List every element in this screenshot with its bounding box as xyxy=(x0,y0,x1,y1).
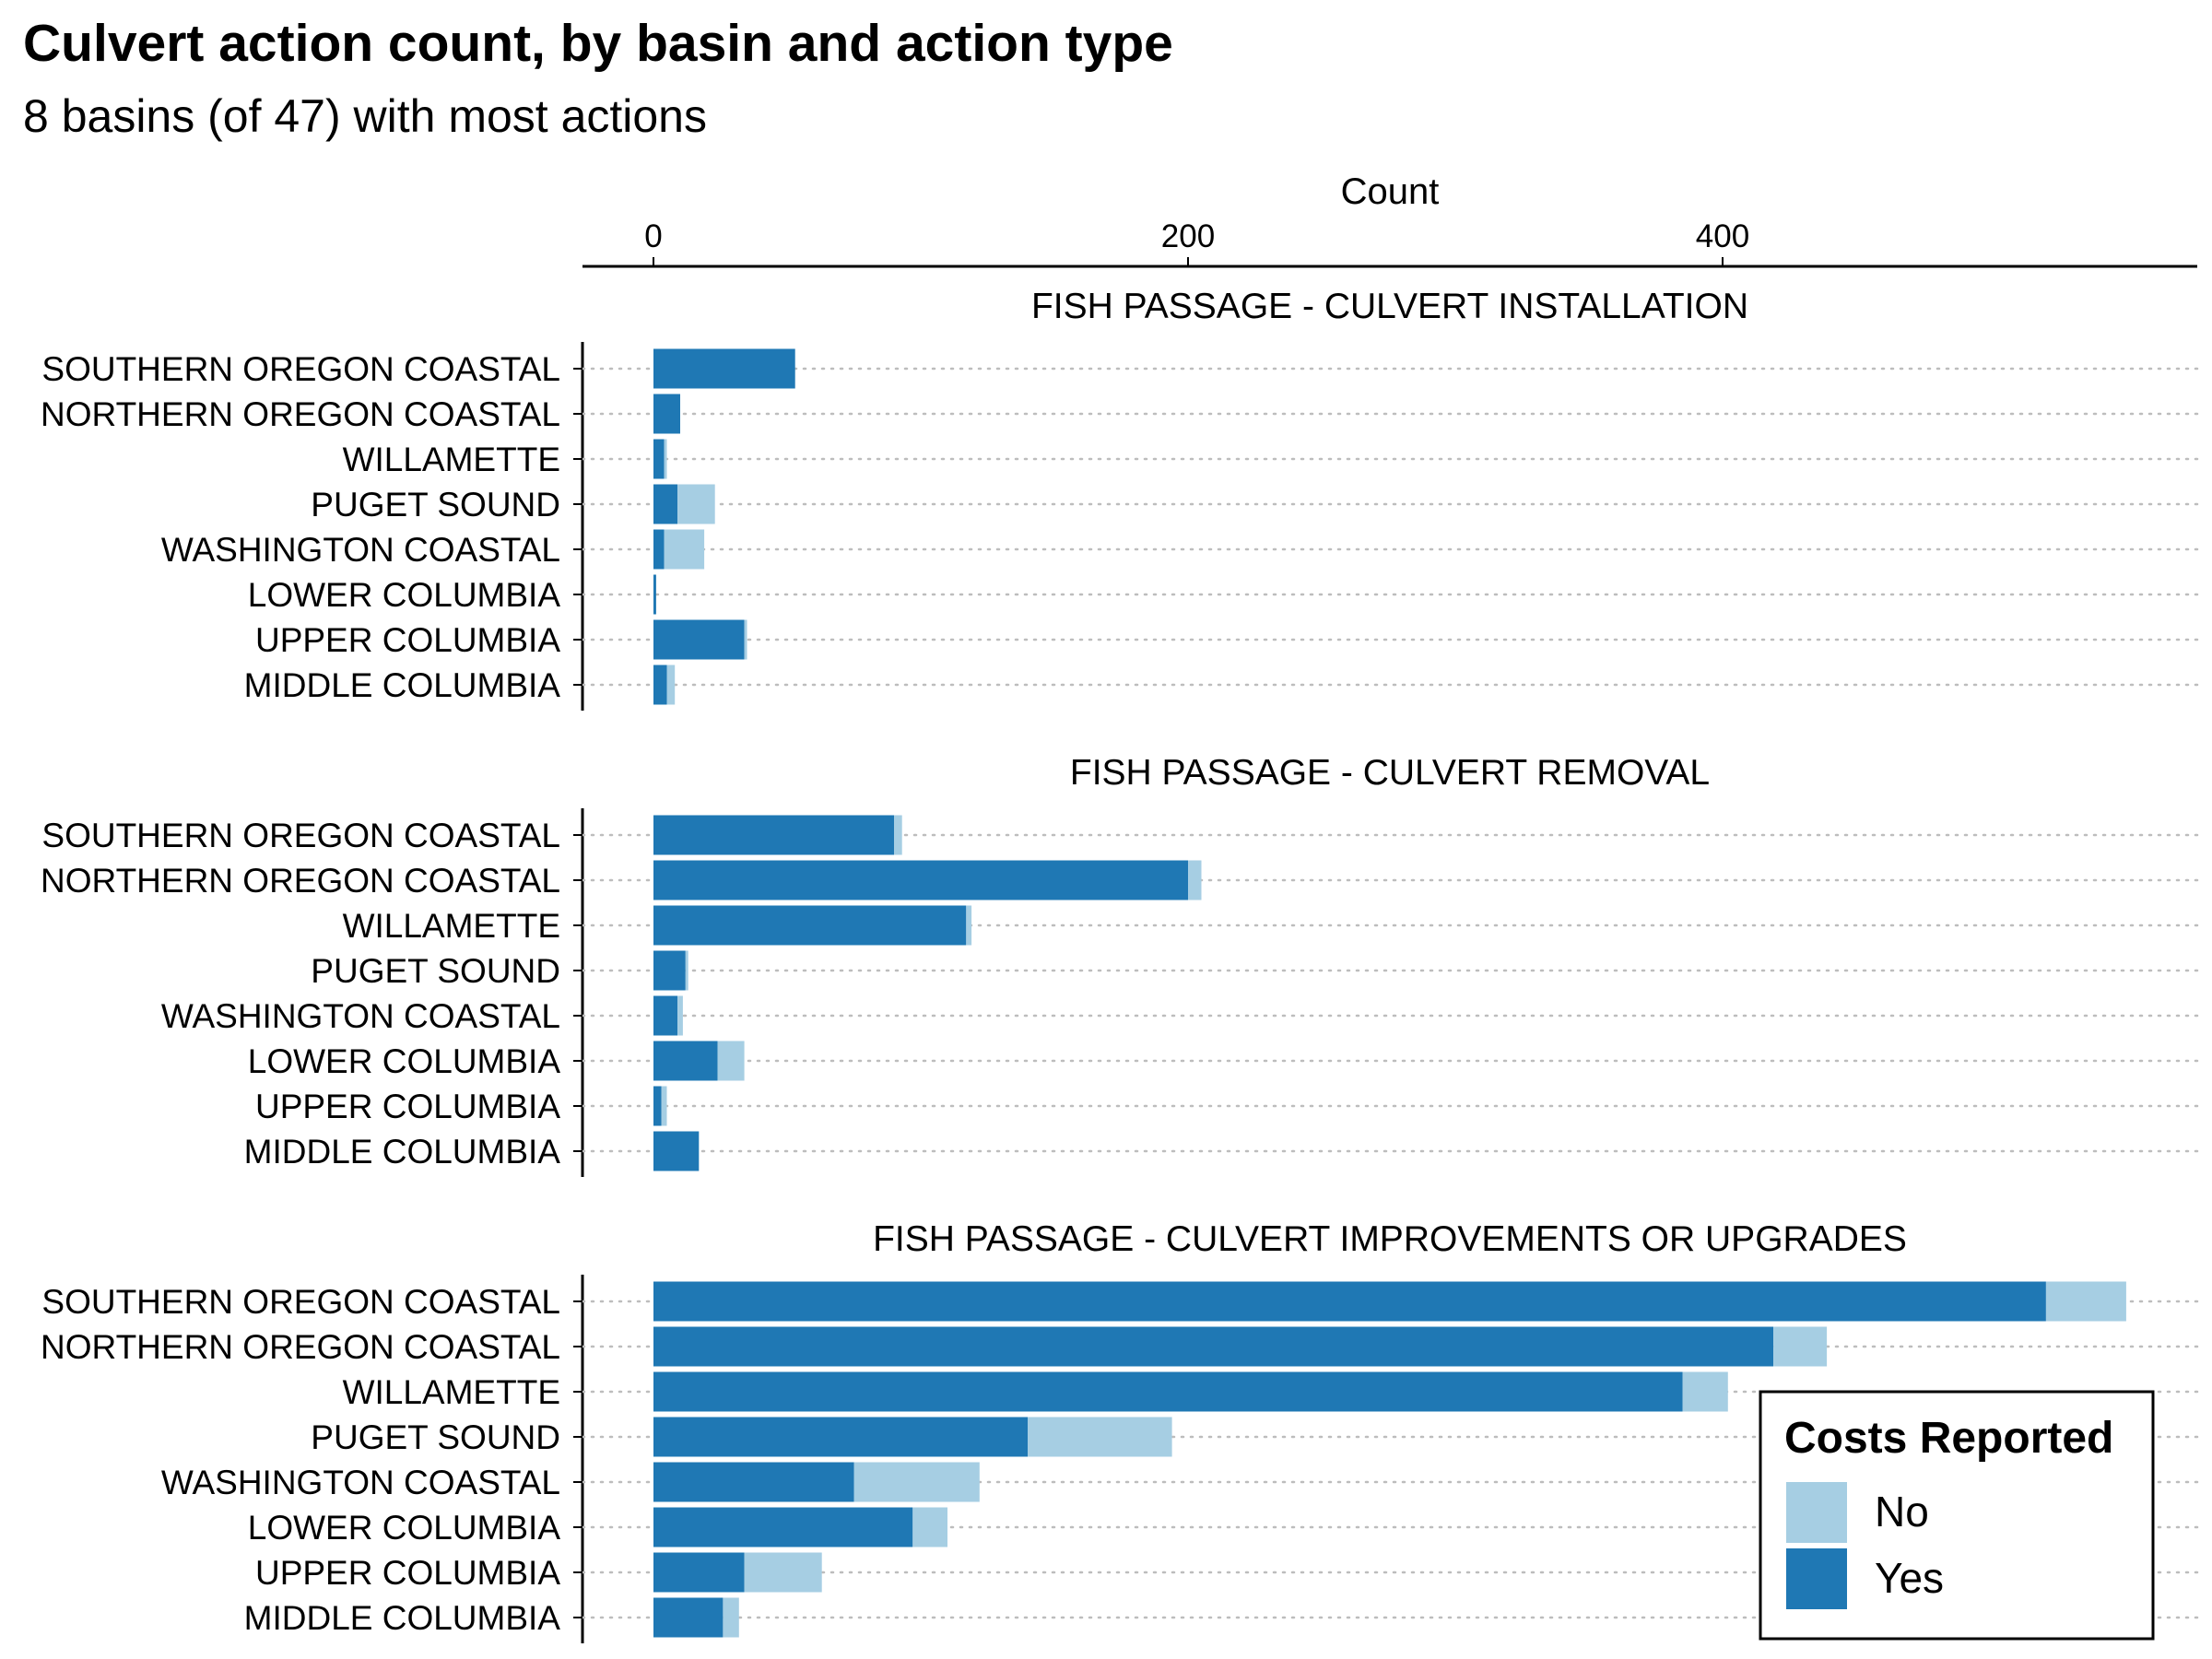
facet-title: FISH PASSAGE - CULVERT INSTALLATION xyxy=(1031,287,1748,326)
bar-no xyxy=(664,529,705,570)
y-tick-label: NORTHERN OREGON COASTAL xyxy=(41,862,560,900)
bar-yes xyxy=(653,665,667,705)
chart-title: Culvert action count, by basin and actio… xyxy=(23,14,1173,73)
bar-no xyxy=(912,1507,947,1547)
y-tick-label: UPPER COLUMBIA xyxy=(255,1554,560,1592)
facet-title: FISH PASSAGE - CULVERT REMOVAL xyxy=(1070,753,1710,793)
x-tick-label: 0 xyxy=(644,218,662,254)
bar-yes xyxy=(653,574,656,615)
y-tick-label: PUGET SOUND xyxy=(311,952,560,990)
bar-yes xyxy=(653,1597,724,1638)
x-tick-label: 200 xyxy=(1161,218,1215,254)
y-tick-label: WILLAMETTE xyxy=(343,441,560,478)
y-tick-label: WASHINGTON COASTAL xyxy=(161,1464,560,1501)
x-axis: 0 200 400 xyxy=(582,218,2197,268)
facet-panel: FISH PASSAGE - CULVERT IMPROVEMENTS OR U… xyxy=(41,1219,2199,1643)
facet-panel: FISH PASSAGE - CULVERT INSTALLATION SOUTH… xyxy=(41,287,2199,711)
bar-no xyxy=(1188,860,1202,900)
bar-no xyxy=(677,484,715,524)
bar-no xyxy=(717,1041,745,1081)
bar-yes xyxy=(653,1417,1028,1457)
bar-no xyxy=(723,1597,739,1638)
legend-label-yes: Yes xyxy=(1875,1554,1944,1602)
bar-yes xyxy=(653,1552,745,1593)
bar-no xyxy=(685,950,688,991)
y-tick-label: LOWER COLUMBIA xyxy=(248,1509,561,1547)
y-tick-label: LOWER COLUMBIA xyxy=(248,1042,561,1080)
y-tick-label: MIDDLE COLUMBIA xyxy=(244,1133,561,1171)
bar-yes xyxy=(653,394,680,434)
legend: Costs Reported No Yes xyxy=(1759,1390,2155,1641)
y-tick-label: NORTHERN OREGON COASTAL xyxy=(41,1328,560,1366)
bar-yes xyxy=(653,905,967,946)
bar-no xyxy=(2045,1281,2126,1322)
y-tick-label: MIDDLE COLUMBIA xyxy=(244,1599,561,1637)
bar-no xyxy=(744,1552,822,1593)
bar-yes xyxy=(653,1131,700,1171)
bar-yes xyxy=(653,1507,913,1547)
bar-yes xyxy=(653,1086,662,1126)
legend-key-yes xyxy=(1786,1548,1847,1609)
y-tick-label: NORTHERN OREGON COASTAL xyxy=(41,395,560,433)
y-tick-label: UPPER COLUMBIA xyxy=(255,621,560,659)
bar-yes xyxy=(653,860,1188,900)
y-tick-label: LOWER COLUMBIA xyxy=(248,576,561,614)
y-tick-label: SOUTHERN OREGON COASTAL xyxy=(41,350,560,388)
bar-yes xyxy=(653,815,894,855)
legend-label-no: No xyxy=(1875,1488,1929,1535)
y-tick-label: SOUTHERN OREGON COASTAL xyxy=(41,1283,560,1321)
legend-key-no xyxy=(1786,1482,1847,1543)
bar-yes xyxy=(653,439,665,479)
bar-no xyxy=(677,995,683,1036)
bar-no xyxy=(853,1462,980,1502)
bar-yes xyxy=(653,950,686,991)
x-tick-label: 400 xyxy=(1696,218,1749,254)
x-axis-title: Count xyxy=(1341,171,1440,212)
chart-subtitle: 8 basins (of 47) with most actions xyxy=(23,90,707,142)
bar-yes xyxy=(653,529,665,570)
bar-yes xyxy=(653,995,678,1036)
y-tick-label: WASHINGTON COASTAL xyxy=(161,531,560,569)
bar-yes xyxy=(653,1326,1774,1367)
facet-title: FISH PASSAGE - CULVERT IMPROVEMENTS OR U… xyxy=(873,1219,1907,1259)
y-tick-label: WILLAMETTE xyxy=(343,1373,560,1411)
bar-yes xyxy=(653,348,795,389)
bar-yes xyxy=(653,619,745,660)
bar-yes xyxy=(653,1041,718,1081)
y-tick-label: PUGET SOUND xyxy=(311,486,560,524)
bar-yes xyxy=(653,484,678,524)
bar-yes xyxy=(653,1462,854,1502)
bar-no xyxy=(666,665,676,705)
y-tick-label: SOUTHERN OREGON COASTAL xyxy=(41,817,560,854)
y-tick-label: MIDDLE COLUMBIA xyxy=(244,666,561,704)
y-tick-label: UPPER COLUMBIA xyxy=(255,1088,560,1125)
bar-no xyxy=(1773,1326,1828,1367)
bar-no xyxy=(661,1086,667,1126)
bar-no xyxy=(1682,1371,1728,1412)
y-tick-label: PUGET SOUND xyxy=(311,1418,560,1456)
facet-panel: FISH PASSAGE - CULVERT REMOVAL SOUTHERN O… xyxy=(41,753,2199,1177)
bar-no xyxy=(664,439,667,479)
bar-yes xyxy=(653,1371,1683,1412)
facet-panels: FISH PASSAGE - CULVERT INSTALLATION SOUTH… xyxy=(41,287,2199,1643)
bar-no xyxy=(894,815,902,855)
bar-no xyxy=(1028,1417,1172,1457)
y-tick-label: WASHINGTON COASTAL xyxy=(161,997,560,1035)
legend-title: Costs Reported xyxy=(1784,1414,2113,1463)
bar-no xyxy=(966,905,972,946)
bar-no xyxy=(744,619,747,660)
y-tick-label: WILLAMETTE xyxy=(343,907,560,945)
bar-yes xyxy=(653,1281,2046,1322)
